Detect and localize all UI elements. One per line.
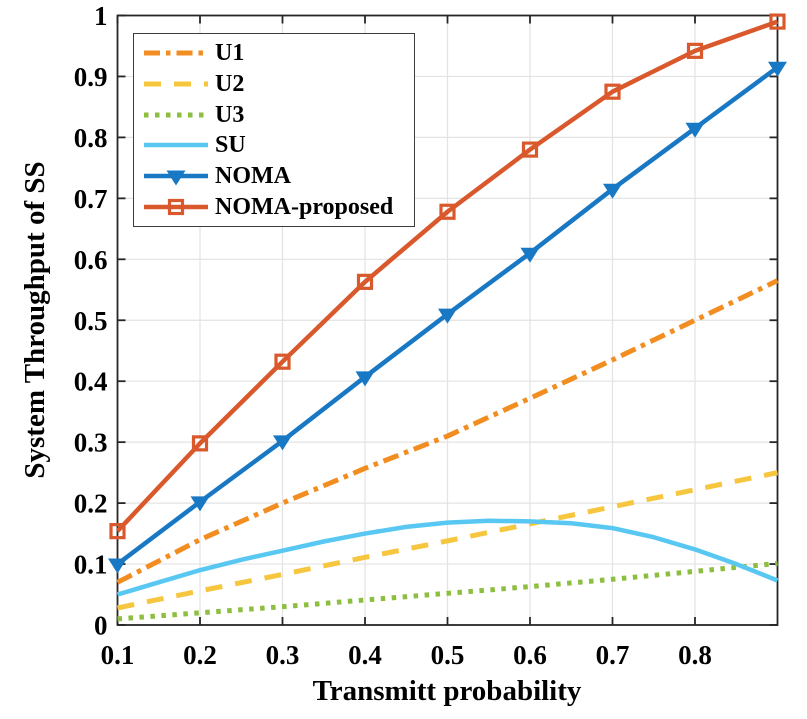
series-line-U3 [117,560,778,622]
square-open-marker [191,435,209,452]
legend-label-U3: U3 [215,101,245,128]
legend-item-NOMA-proposed: NOMA-proposed [134,192,414,222]
y-tick-label: 1 [94,1,108,31]
legend-label-NOMA: NOMA [215,162,291,189]
square-open-marker [356,273,374,290]
square-open-marker [109,523,126,540]
triangle-down-marker [768,61,787,77]
triangle-down-marker [166,170,186,186]
legend-sample-NOMA-proposed [144,198,208,215]
square-open-marker [769,13,786,30]
x-axis-label: Transmitt probability [313,675,582,707]
y-tick-label: 0 [94,611,108,641]
legend-label-U1: U1 [215,40,245,67]
gridlines [116,15,778,625]
legend-sample-SU [144,143,208,148]
y-tick-label: 0.4 [74,367,108,397]
data-series [108,13,787,622]
triangle-down-marker [685,122,705,138]
legend-label-NOMA-proposed: NOMA-proposed [215,193,394,220]
y-tick-label: 0.8 [74,123,108,153]
triangle-down-marker [108,558,127,574]
triangle-down-marker [355,371,375,387]
legend-sample-U3 [144,112,208,118]
square-open-marker [274,353,291,370]
legend-sample-U2 [144,81,208,87]
y-tick-label: 0.5 [74,306,108,336]
triangle-down-marker [438,308,457,324]
x-tick-label: 0.7 [596,640,630,670]
x-tick-label: 0.3 [266,640,300,670]
legend-item-SU: SU [134,130,414,160]
y-tick-label: 0.1 [74,550,108,580]
x-tick-label: 0.5 [431,640,465,670]
y-tick-label: 0.9 [74,62,108,92]
x-tick-label: 0.4 [348,640,382,670]
series-line-U1 [116,278,779,585]
legend-item-U1: U1 [134,38,414,68]
legend-item-NOMA: NOMA [134,161,414,191]
legend-sample-U1 [144,50,208,56]
legend-sample-NOMA [144,170,208,186]
series-line-NOMA-proposed [115,19,779,533]
triangle-down-marker [273,435,292,451]
x-tick-label: 0.1 [101,640,135,670]
series-line-U2 [116,470,779,611]
y-tick-label: 0.3 [74,428,108,458]
x-tick-label: 0.2 [183,640,217,670]
legend-label-SU: SU [215,132,246,159]
square-open-marker [439,203,456,220]
y-tick-label: 0.6 [74,245,108,275]
triangle-down-marker [603,183,622,199]
legend: U1 U2 U3 SU NOMA NOMA-proposed [133,33,415,227]
y-tick-label: 0.7 [74,184,108,214]
series-line-SU [116,518,779,597]
legend-item-U3: U3 [134,100,414,130]
axes-box [116,14,779,626]
y-tick-label: 0.2 [74,489,108,519]
legend-label-U2: U2 [215,70,245,97]
square-open-marker [167,198,185,215]
triangle-down-marker [190,496,210,512]
legend-item-U2: U2 [134,69,414,99]
y-axis-label: System Throughput of SS [19,161,51,478]
x-tick-label: 0.6 [513,640,547,670]
tick-labels: 0.1 0.2 0.3 0.4 0.5 0.6 0.7 0.800.10.20.30.40.5… [74,1,712,670]
x-tick-label: 0.8 [678,640,712,670]
square-open-marker [521,141,539,158]
triangle-down-marker [520,247,540,263]
square-open-marker [686,42,704,59]
square-open-marker [604,83,621,100]
